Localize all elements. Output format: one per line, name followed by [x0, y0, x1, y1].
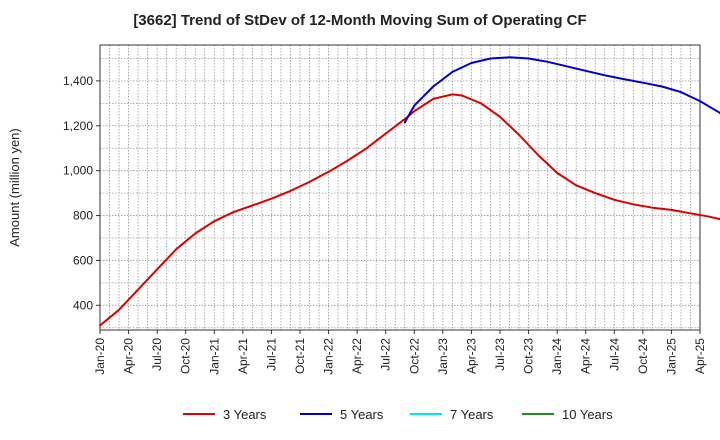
legend-label-7-years: 7 Years [450, 407, 494, 422]
x-tick-label: Jul-23 [493, 338, 507, 371]
y-tick-label: 1,000 [63, 164, 93, 178]
x-tick-label: Oct-23 [522, 338, 536, 374]
x-tick-label: Apr-25 [693, 338, 707, 374]
y-tick-label: 400 [73, 298, 93, 312]
y-axis-label: Amount (million yen) [7, 128, 22, 247]
x-tick-label: Apr-23 [464, 338, 478, 374]
x-tick-label: Oct-20 [179, 338, 193, 374]
plot-frame [99, 44, 701, 331]
x-tick-label: Jan-21 [207, 338, 221, 375]
x-tick-label: Jul-24 [607, 338, 621, 371]
x-tick-label: Jul-22 [379, 338, 393, 371]
y-tick-label: 800 [73, 209, 93, 223]
x-tick-label: Oct-24 [636, 338, 650, 374]
x-tick-label: Jan-23 [436, 338, 450, 375]
x-tick-label: Jan-24 [550, 338, 564, 375]
x-tick-label: Apr-20 [122, 338, 136, 374]
x-tick-label: Jan-20 [93, 338, 107, 375]
series-line-5-years [403, 56, 720, 124]
x-tick-label: Jul-21 [264, 338, 278, 371]
legend-label-5-years: 5 Years [340, 407, 384, 422]
y-tick-label: 1,400 [63, 74, 93, 88]
x-tick-label: Jul-20 [150, 338, 164, 371]
x-tick-label: Apr-24 [579, 338, 593, 374]
legend-label-10-years: 10 Years [562, 407, 613, 422]
y-tick-label: 1,200 [63, 119, 93, 133]
y-tick-label: 600 [73, 253, 93, 267]
x-tick-label: Apr-21 [236, 338, 250, 374]
chart-title: [3662] Trend of StDev of 12-Month Moving… [133, 12, 587, 29]
x-tick-label: Jan-25 [664, 338, 678, 375]
x-tick-label: Apr-22 [350, 338, 364, 374]
series-line-3-years [99, 93, 720, 327]
legend-label-3-years: 3 Years [223, 407, 267, 422]
x-tick-label: Jan-22 [322, 338, 336, 375]
x-tick-label: Oct-22 [407, 338, 421, 374]
x-tick-label: Oct-21 [293, 338, 307, 374]
